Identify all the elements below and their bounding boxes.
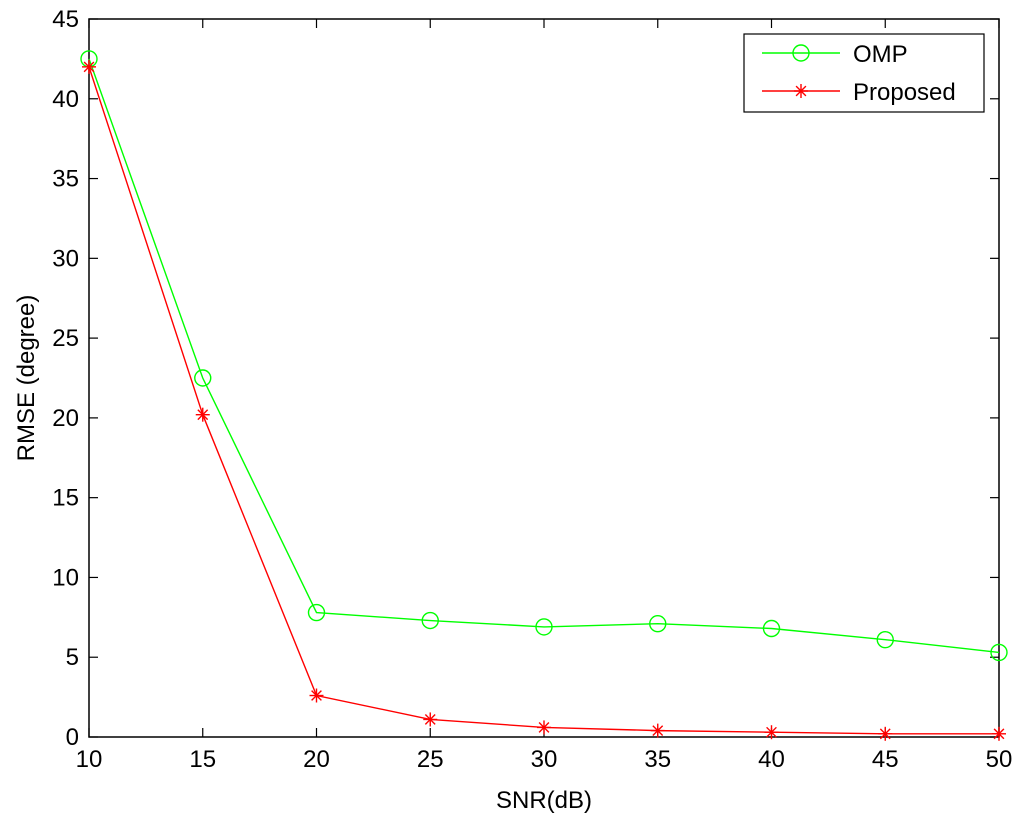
y-tick-label: 20 (52, 405, 79, 432)
y-tick-label: 30 (52, 245, 79, 272)
data-point (764, 725, 779, 740)
legend-label: Proposed (853, 79, 956, 106)
x-axis-ticks: 10 15 20 25 30 35 40 45 50 (76, 19, 1013, 773)
data-point (762, 619, 781, 638)
data-point (535, 618, 553, 636)
legend-box (743, 33, 985, 113)
y-axis-label: RMSE (degree) (13, 295, 40, 462)
x-tick-label: 45 (872, 746, 899, 773)
y-tick-label: 35 (52, 166, 79, 193)
data-point (990, 643, 1008, 662)
legend-entry-proposed: Proposed (762, 79, 956, 106)
data-point (423, 712, 438, 727)
data-point (649, 615, 667, 633)
series-omp (80, 50, 1008, 662)
x-tick-label: 20 (303, 746, 330, 773)
legend-marker (792, 44, 810, 62)
data-point (992, 726, 1006, 741)
data-point (650, 723, 665, 738)
legend-marker (794, 84, 808, 98)
x-tick-label: 10 (76, 746, 103, 773)
data-point (421, 611, 439, 630)
data-point (82, 59, 96, 74)
data-point (195, 407, 210, 422)
data-point (194, 369, 212, 387)
x-tick-label: 50 (986, 746, 1013, 773)
data-point (878, 726, 893, 741)
y-tick-label: 10 (52, 564, 79, 591)
x-tick-label: 30 (531, 746, 558, 773)
series-layer (80, 50, 1008, 741)
y-tick-label: 40 (52, 86, 79, 113)
series-line (88, 58, 1000, 654)
plot-area (88, 18, 1000, 738)
data-point (309, 688, 324, 703)
series-proposed (82, 59, 1006, 741)
legend-label: OMP (853, 41, 908, 68)
data-point (537, 720, 551, 735)
legend-entry-omp: OMP (762, 41, 908, 68)
y-tick-label: 25 (52, 325, 79, 352)
data-point (876, 630, 894, 649)
x-axis-label: SNR(dB) (496, 787, 592, 814)
x-tick-label: 15 (189, 746, 216, 773)
x-tick-label: 35 (644, 746, 671, 773)
axes-box (88, 18, 1000, 738)
y-tick-label: 15 (52, 485, 79, 512)
y-tick-label: 45 (52, 6, 79, 33)
y-tick-label: 5 (66, 644, 79, 671)
y-axis-ticks: 0 5 10 15 20 25 30 35 40 45 (52, 6, 999, 751)
data-point (307, 603, 326, 622)
x-tick-label: 25 (417, 746, 444, 773)
x-tick-label: 40 (758, 746, 785, 773)
legend: OMP Proposed (743, 33, 985, 113)
y-tick-label: 0 (66, 724, 79, 751)
